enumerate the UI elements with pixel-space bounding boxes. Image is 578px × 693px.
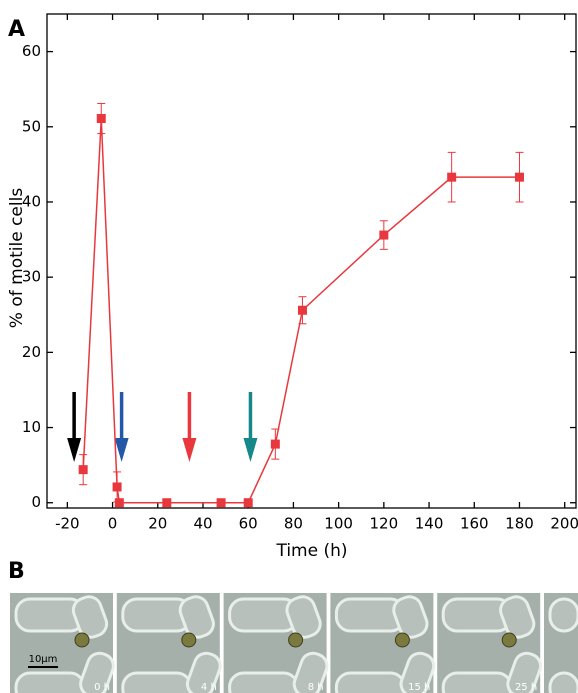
- diatom: [292, 651, 329, 693]
- arrow-head: [243, 438, 258, 462]
- data-point: [270, 439, 280, 449]
- x-tick-label: 160: [460, 515, 489, 533]
- y-axis-label: % of motile cells: [7, 188, 27, 329]
- cell: [181, 632, 197, 648]
- diatom: [506, 651, 543, 693]
- time-label: 0 h: [94, 682, 110, 693]
- data-point: [162, 498, 172, 508]
- y-tick-label: 30: [22, 268, 41, 286]
- data-point: [112, 482, 122, 492]
- diatom: [285, 595, 322, 639]
- y-tick-label: 0: [31, 493, 41, 511]
- data-point: [297, 305, 307, 315]
- panel-label: A: [8, 17, 25, 42]
- diatom: [548, 597, 578, 633]
- y-tick-label: 10: [22, 418, 41, 436]
- time-label: 25 h: [515, 682, 537, 693]
- diatom: [71, 595, 109, 639]
- data-point: [514, 172, 524, 182]
- micrograph: 25 h: [437, 593, 543, 693]
- arrow-head: [182, 438, 197, 462]
- micrograph: 4 h: [116, 593, 222, 693]
- arrow: [182, 392, 197, 462]
- diatom: [392, 595, 429, 639]
- cell: [288, 632, 304, 648]
- cell: [501, 632, 517, 648]
- y-tick-label: 20: [22, 343, 41, 361]
- data-point: [243, 498, 253, 508]
- x-tick-label: 180: [505, 515, 534, 533]
- arrow-head: [67, 438, 82, 462]
- diatom: [185, 651, 222, 693]
- data-point: [114, 498, 124, 508]
- x-tick-label: 140: [415, 515, 444, 533]
- diatom: [178, 595, 215, 639]
- plot-frame: [46, 13, 577, 509]
- x-tick-label: 60: [239, 515, 258, 533]
- diatom: [499, 595, 536, 639]
- arrow-head: [114, 438, 129, 462]
- y-tick-label: 50: [22, 117, 41, 135]
- data-point: [78, 465, 88, 475]
- arrow: [243, 392, 258, 462]
- x-tick-label: 120: [370, 515, 399, 533]
- diatom: [121, 671, 193, 693]
- diatom: [441, 671, 513, 693]
- arrow: [114, 392, 129, 462]
- y-tick-label: 40: [22, 192, 41, 210]
- time-label: 4 h: [201, 682, 217, 693]
- panel-label: B: [8, 559, 25, 584]
- diatom: [79, 651, 115, 693]
- x-tick-label: 20: [148, 515, 167, 533]
- cell: [74, 632, 90, 648]
- time-label: 15 h: [408, 682, 430, 693]
- x-tick-label: 80: [284, 515, 303, 533]
- time-label: 8 h: [308, 682, 324, 693]
- x-tick-label: 200: [550, 515, 578, 533]
- y-tick-label: 60: [22, 42, 41, 60]
- arrow: [67, 392, 82, 462]
- data-point: [447, 172, 457, 182]
- micrograph: [544, 593, 578, 693]
- diatom: [228, 671, 300, 693]
- x-tick-label: 100: [324, 515, 353, 533]
- x-axis-label: Time (h): [275, 541, 347, 561]
- diatom: [14, 671, 86, 693]
- scale-label: 10µm: [29, 654, 58, 665]
- diatom: [334, 671, 406, 693]
- series-line: [82, 118, 520, 504]
- x-tick-label: 0: [108, 515, 118, 533]
- diatom: [399, 651, 436, 693]
- data-point: [216, 498, 226, 508]
- x-tick-label: 40: [193, 515, 212, 533]
- cell: [394, 632, 410, 648]
- x-tick-label: -20: [55, 515, 80, 533]
- data-point: [96, 114, 106, 124]
- micrograph: 8 h: [223, 593, 329, 693]
- data-point: [379, 230, 389, 240]
- micrograph: 0 h: [10, 593, 115, 693]
- micrograph: 15 h: [330, 593, 436, 693]
- diatom: [548, 671, 578, 693]
